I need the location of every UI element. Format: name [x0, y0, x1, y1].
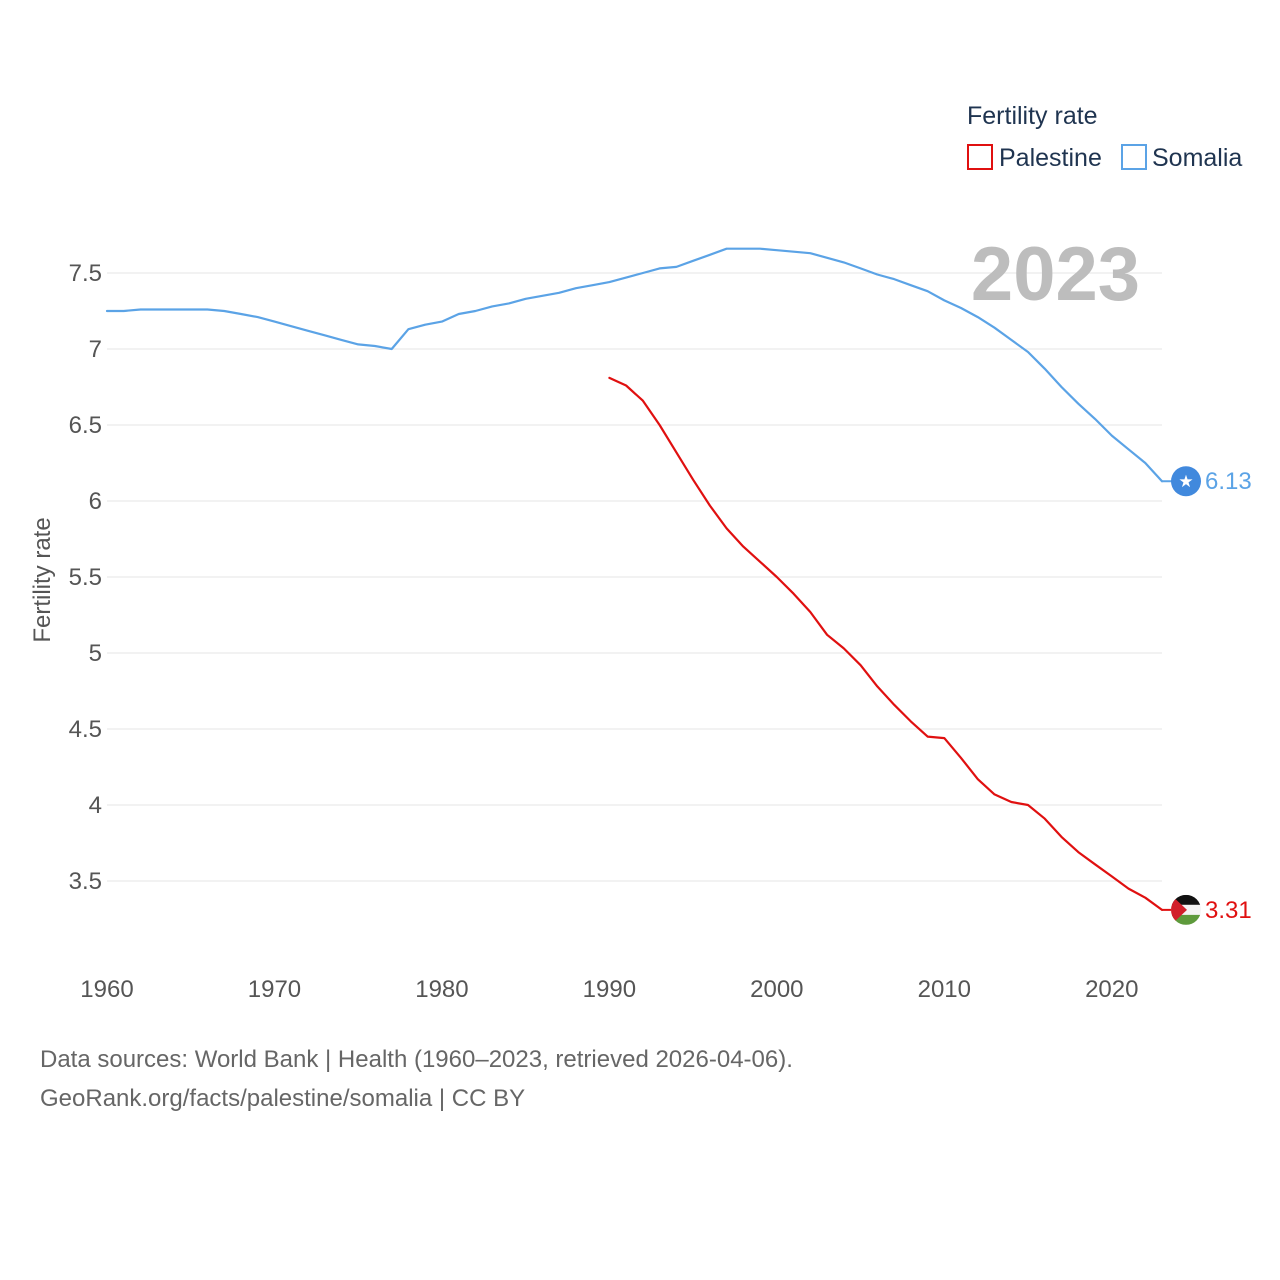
y-tick-label: 7 [89, 336, 102, 363]
x-axis-ticks: 1960 1970 1980 1990 2000 2010 2020 [80, 976, 1138, 1003]
series-line-somalia[interactable] [105, 247, 1164, 483]
y-tick-label: 4 [89, 792, 102, 819]
y-tick-label: 6.5 [69, 412, 102, 439]
svg-text:★: ★ [1178, 472, 1193, 492]
x-tick-label: 2000 [750, 976, 803, 1003]
somalia-flag-icon: ★ [1171, 466, 1201, 497]
y-axis-title: Fertility rate [29, 517, 56, 642]
series-end-markers: 3.31 ★ 6.13 [1162, 466, 1252, 925]
legend-title: Fertility rate [967, 102, 1098, 130]
y-tick-label: 3.5 [69, 868, 102, 895]
x-tick-label: 1990 [583, 976, 636, 1003]
x-tick-label: 1970 [248, 976, 301, 1003]
gridlines [107, 272, 1162, 882]
x-tick-label: 1960 [80, 976, 133, 1003]
legend: Fertility rate Palestine Somalia [967, 102, 1242, 172]
y-tick-label: 6 [89, 488, 102, 515]
data-source-note: Data sources: World Bank | Health (1960–… [40, 1046, 793, 1073]
y-tick-label: 5 [89, 640, 102, 667]
year-display: 2023 [971, 232, 1140, 317]
end-value-label-palestine: 3.31 [1205, 897, 1252, 924]
footer: Data sources: World Bank | Health (1960–… [40, 1040, 793, 1118]
series-line-palestine[interactable] [608, 376, 1164, 912]
y-tick-label: 5.5 [69, 564, 102, 591]
series-lines [105, 247, 1164, 912]
x-tick-label: 2020 [1085, 976, 1138, 1003]
y-tick-label: 7.5 [69, 260, 102, 287]
x-tick-label: 1980 [415, 976, 468, 1003]
x-tick-label: 2010 [918, 976, 971, 1003]
y-axis-ticks: 3.5 4 4.5 5 5.5 6 6.5 7 7.5 [69, 260, 102, 895]
legend-swatch-somalia[interactable] [1121, 144, 1147, 170]
legend-label-somalia[interactable]: Somalia [1152, 144, 1242, 172]
legend-label-palestine[interactable]: Palestine [999, 144, 1102, 172]
legend-swatch-palestine[interactable] [967, 144, 993, 170]
end-value-label-somalia: 6.13 [1205, 468, 1252, 495]
source-url[interactable]: GeoRank.org/facts/palestine/somalia | CC… [40, 1085, 526, 1112]
palestine-flag-icon [1171, 894, 1201, 925]
y-tick-label: 4.5 [69, 716, 102, 743]
